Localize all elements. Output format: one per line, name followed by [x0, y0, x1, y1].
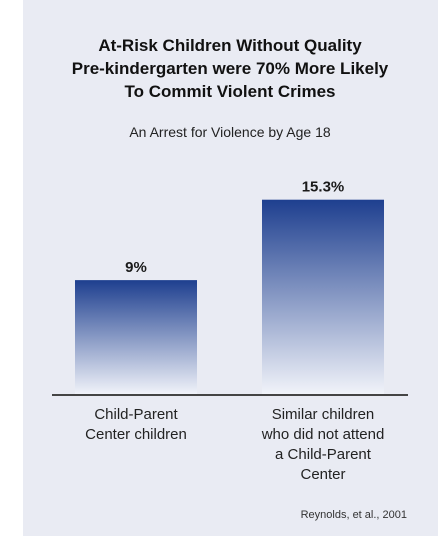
category-label-1-line-2: Center children — [85, 426, 187, 443]
chart-title-line-2: Pre-kindergarten were 70% More Likely — [72, 59, 389, 78]
category-labels-layer: Child-Parent Center children Similar child… — [85, 406, 384, 483]
category-label-2-line-3: a Child-Parent — [275, 446, 372, 463]
value-labels-layer: 9% 15.3% — [125, 179, 344, 276]
value-label-1: 9% — [125, 259, 147, 276]
category-label-2-line-2: who did not attend — [261, 426, 385, 443]
category-label-2-line-1: Similar children — [272, 406, 375, 423]
source-note: Reynolds, et al., 2001 — [301, 509, 407, 521]
bar-2 — [262, 199, 384, 395]
chart-title-line-1: At-Risk Children Without Quality — [98, 36, 362, 55]
chart-subtitle: An Arrest for Violence by Age 18 — [129, 124, 331, 140]
category-label-2-line-4: Center — [300, 466, 345, 483]
value-label-2: 15.3% — [302, 179, 345, 196]
category-label-1-line-1: Child-Parent — [94, 406, 178, 423]
chart-title-line-3: To Commit Violent Crimes — [125, 82, 336, 101]
bars-layer — [75, 199, 384, 395]
bar-1 — [75, 280, 197, 395]
